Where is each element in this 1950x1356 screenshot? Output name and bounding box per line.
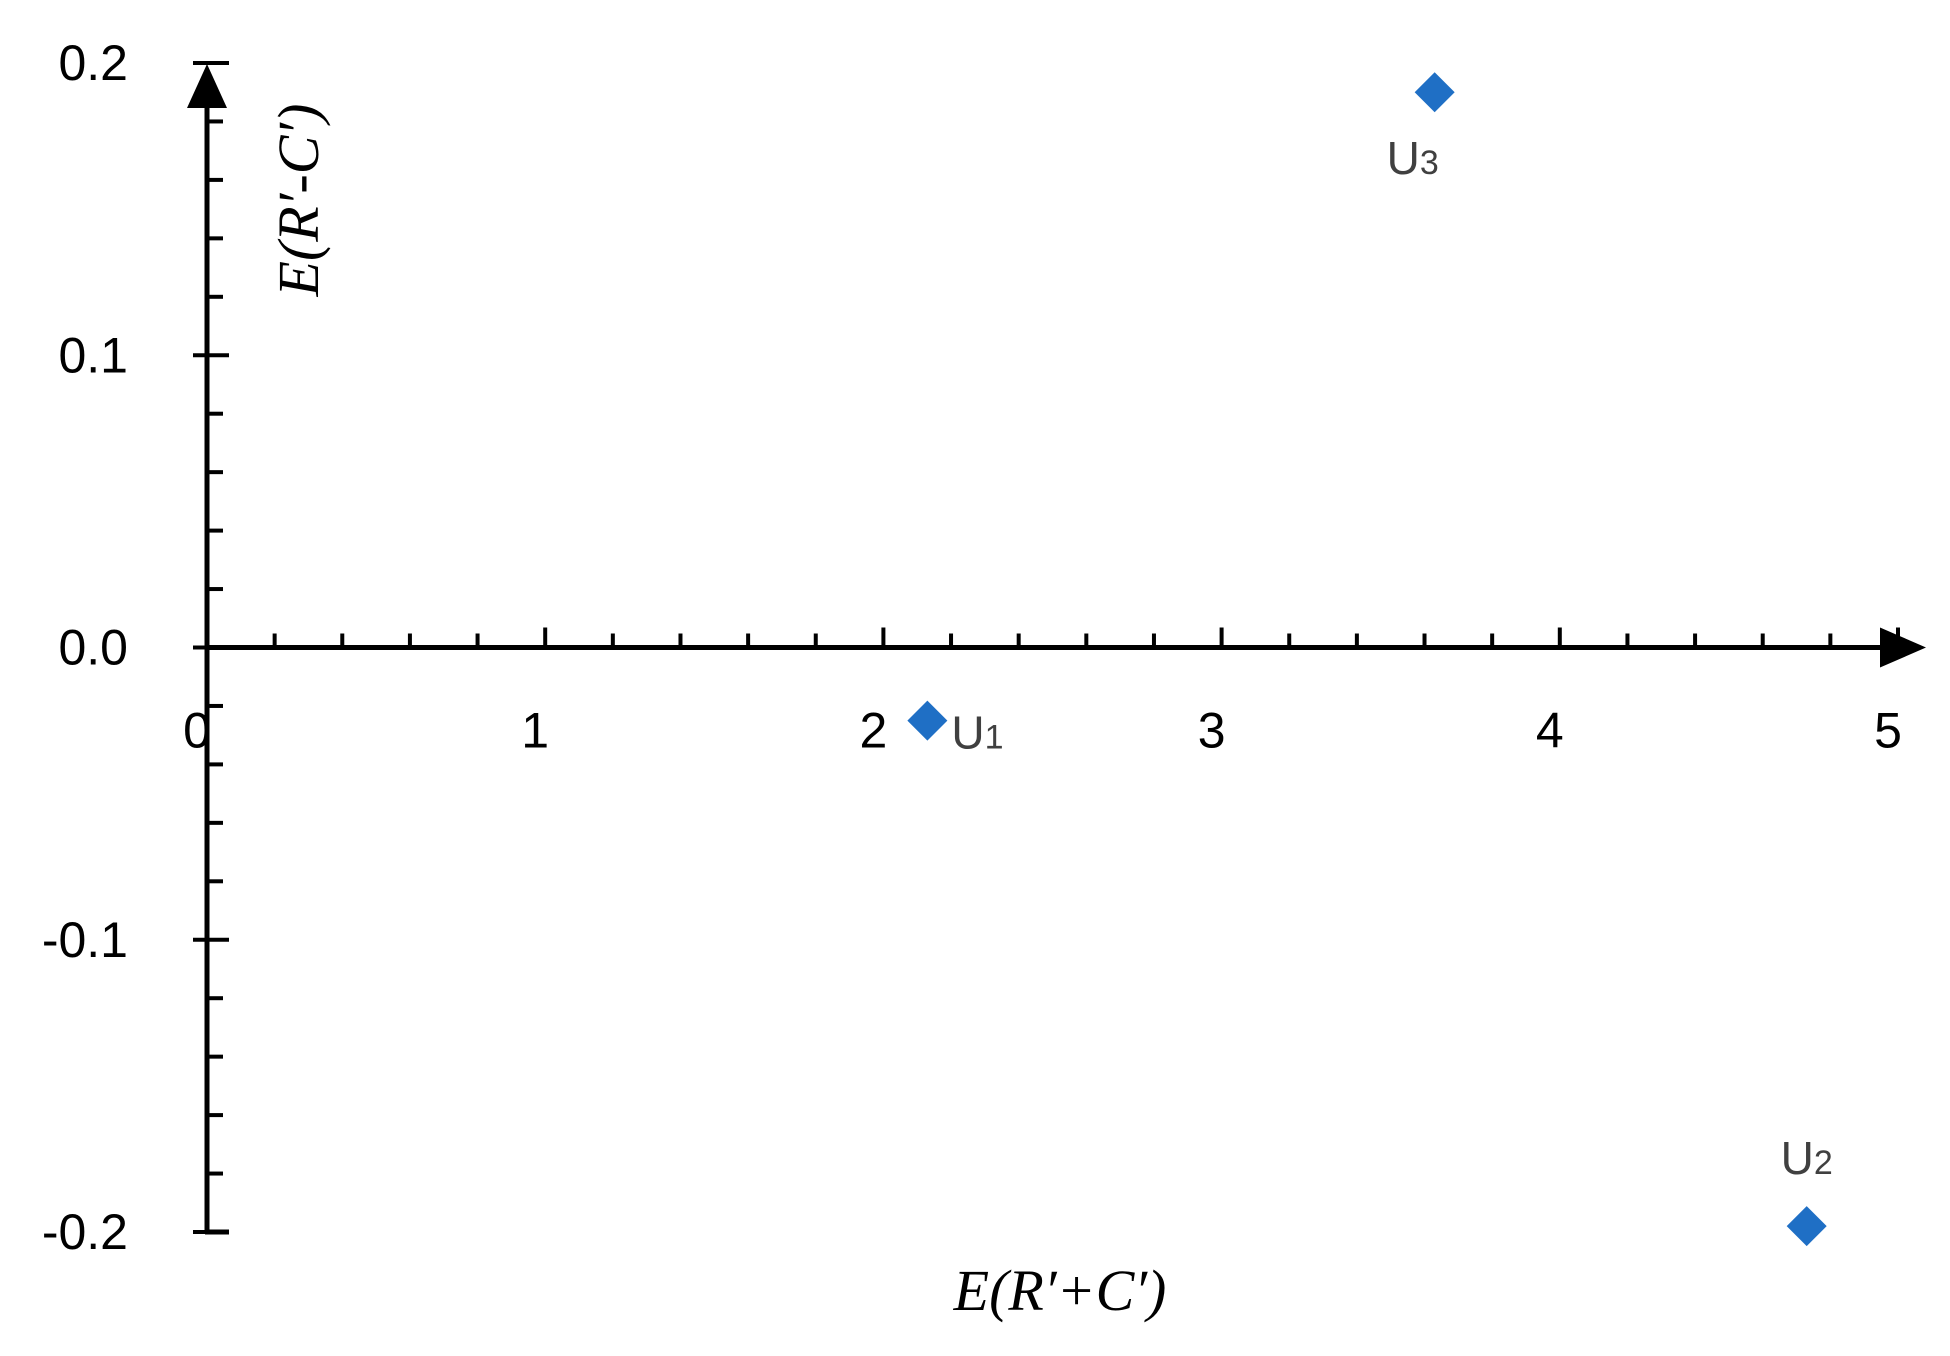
x-axis-title: E(R′+C′) — [953, 1258, 1167, 1323]
y-tick-label: -0.2 — [42, 1204, 128, 1260]
data-points: U1 U2 U3 — [907, 72, 1833, 1247]
x-tick-label: 2 — [859, 703, 887, 759]
data-point-label: U3 — [1387, 132, 1439, 184]
x-tick-label: 4 — [1536, 703, 1564, 759]
data-point-label: U1 — [951, 707, 1003, 759]
y-tick-label: 0.2 — [58, 35, 128, 91]
data-point-label: U2 — [1781, 1132, 1833, 1184]
ticks — [193, 61, 1900, 1234]
x-tick-label: 5 — [1874, 703, 1902, 759]
x-tick-label: 3 — [1198, 703, 1226, 759]
y-tick-label: -0.1 — [42, 912, 128, 968]
axes — [187, 64, 1926, 1235]
x-tick-label: 0 — [183, 703, 211, 759]
y-axis-title: E(R′-C′) — [266, 104, 331, 298]
x-tick-label: 1 — [521, 703, 549, 759]
data-point-diamond — [1786, 1206, 1827, 1247]
data-point-diamond — [907, 700, 948, 741]
x-axis-arrow — [1880, 627, 1926, 668]
y-tick-label: 0.1 — [58, 327, 128, 383]
data-point-diamond — [1414, 72, 1455, 113]
y-axis-arrow — [187, 64, 227, 108]
y-tick-label: 0.0 — [58, 620, 128, 676]
tick-labels: 0.2 0.1 0.0 -0.1 -0.2 0 1 2 3 4 5 — [42, 35, 1902, 1260]
